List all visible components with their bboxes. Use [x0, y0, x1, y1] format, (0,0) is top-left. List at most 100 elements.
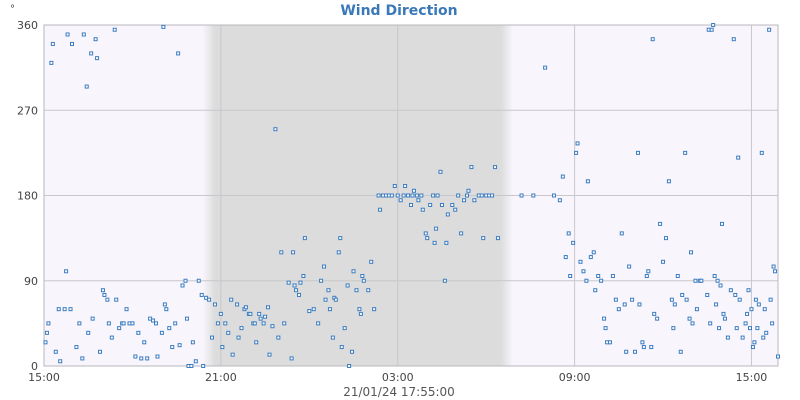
data-point: [750, 345, 755, 350]
data-point: [575, 141, 580, 146]
data-point: [753, 297, 758, 302]
data-point: [98, 349, 103, 354]
x-tick-label: 15:00: [28, 371, 60, 384]
data-point: [714, 302, 719, 307]
data-point: [671, 326, 676, 331]
data-point: [734, 326, 739, 331]
data-point: [84, 84, 89, 89]
y-axis-unit: °: [10, 4, 15, 15]
data-point: [585, 179, 590, 184]
data-point: [403, 184, 408, 189]
data-point: [296, 292, 301, 297]
data-point: [311, 307, 316, 312]
data-point: [663, 236, 668, 241]
data-point: [177, 343, 182, 348]
data-point: [357, 307, 362, 312]
data-point: [95, 56, 100, 61]
data-point: [74, 345, 79, 350]
data-point: [432, 240, 437, 245]
data-point: [142, 340, 147, 345]
data-points: [43, 23, 780, 368]
data-point: [519, 193, 524, 198]
plot-border: [43, 24, 779, 367]
data-point: [607, 340, 612, 345]
data-point: [728, 288, 733, 293]
data-point: [749, 307, 754, 312]
data-point: [176, 51, 181, 56]
data-point: [167, 326, 172, 331]
data-point: [444, 240, 449, 245]
data-point: [254, 340, 259, 345]
data-point: [588, 255, 593, 260]
data-point: [212, 302, 217, 307]
data-point: [747, 326, 752, 331]
data-point: [327, 307, 332, 312]
data-point: [740, 335, 745, 340]
data-point: [307, 309, 312, 314]
data-point: [616, 307, 621, 312]
data-point: [644, 274, 649, 279]
data-point: [637, 302, 642, 307]
x-tick-label: 15:00: [736, 371, 768, 384]
data-point: [270, 324, 275, 329]
data-point: [236, 335, 241, 340]
data-point: [301, 274, 306, 279]
data-point: [170, 345, 175, 350]
data-point: [493, 165, 498, 170]
data-point: [263, 314, 268, 319]
data-point: [627, 264, 632, 269]
data-point: [333, 297, 338, 302]
data-point: [50, 41, 55, 46]
data-point: [649, 345, 654, 350]
data-point: [243, 305, 248, 310]
data-point: [62, 307, 67, 312]
data-point: [416, 198, 421, 203]
data-point: [189, 364, 194, 368]
data-point: [419, 193, 424, 198]
x-tick-label: 21:00: [205, 371, 237, 384]
data-point: [462, 198, 467, 203]
data-point: [438, 169, 443, 174]
data-point: [442, 278, 447, 283]
data-point: [591, 250, 596, 255]
data-point: [173, 321, 178, 326]
data-point: [453, 207, 458, 212]
data-point: [719, 221, 724, 226]
data-point: [495, 236, 500, 241]
data-point: [282, 321, 287, 326]
data-point: [630, 297, 635, 302]
data-point: [401, 193, 406, 198]
data-point: [633, 349, 638, 354]
data-point: [376, 193, 381, 198]
data-point: [360, 274, 365, 279]
data-point: [294, 288, 299, 293]
data-point: [624, 349, 629, 354]
data-point: [338, 236, 343, 241]
data-point: [472, 198, 477, 203]
data-point: [680, 292, 685, 297]
data-point: [65, 32, 70, 37]
data-point: [89, 51, 94, 56]
data-point: [560, 174, 565, 179]
x-tick-label: 09:00: [559, 371, 591, 384]
data-point: [715, 278, 720, 283]
data-point: [130, 321, 135, 326]
data-point: [722, 316, 727, 321]
data-point: [289, 356, 294, 361]
data-point: [543, 65, 548, 70]
data-point: [93, 37, 98, 42]
data-point: [425, 236, 430, 241]
data-point: [145, 356, 150, 361]
data-point: [207, 297, 212, 302]
data-point: [210, 335, 215, 340]
data-point: [619, 231, 624, 236]
data-point: [223, 321, 228, 326]
data-point: [184, 316, 189, 321]
data-point: [235, 302, 240, 307]
data-point: [721, 311, 726, 316]
data-point: [161, 24, 166, 29]
data-point: [490, 193, 495, 198]
data-point: [650, 37, 655, 42]
data-point: [459, 231, 464, 236]
data-point: [571, 240, 576, 245]
